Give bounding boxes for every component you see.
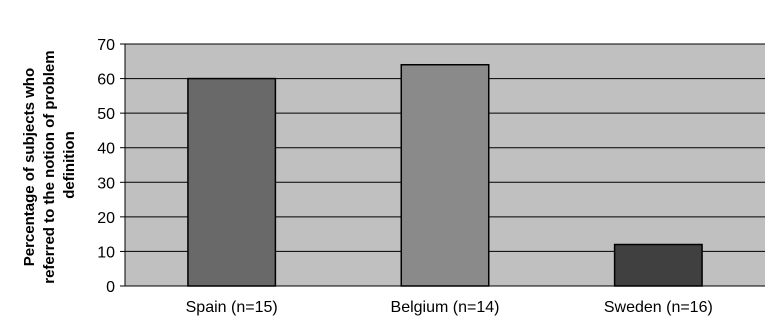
y-tick-label: 70 [97,37,115,54]
y-axis-label-line-3: definition [61,131,78,199]
x-tick-labels: Spain (n=15) Belgium (n=14) Sweden (n=16) [186,299,713,316]
x-tick-label: Sweden (n=16) [604,299,713,316]
x-tick-label: Spain (n=15) [186,299,278,316]
bar [400,63,490,287]
x-tick-label: Belgium (n=14) [391,299,500,316]
y-tick-label: 10 [97,244,115,261]
y-axis-label: Percentage of subjects who referred to t… [21,46,78,284]
bar [613,243,703,287]
y-tick-label: 0 [106,279,115,296]
y-axis-label-line-2: referred to the notion of problem [41,50,58,283]
y-tick-label: 30 [97,175,115,192]
y-tick-label: 40 [97,141,115,158]
y-tick-label: 50 [97,106,115,123]
y-tick-label: 60 [97,72,115,89]
bar [187,77,277,287]
y-tick-labels: 0 10 20 30 40 50 60 70 [97,37,125,296]
y-axis-label-line-1: Percentage of subjects who [21,68,38,266]
y-tick-label: 20 [97,210,115,227]
